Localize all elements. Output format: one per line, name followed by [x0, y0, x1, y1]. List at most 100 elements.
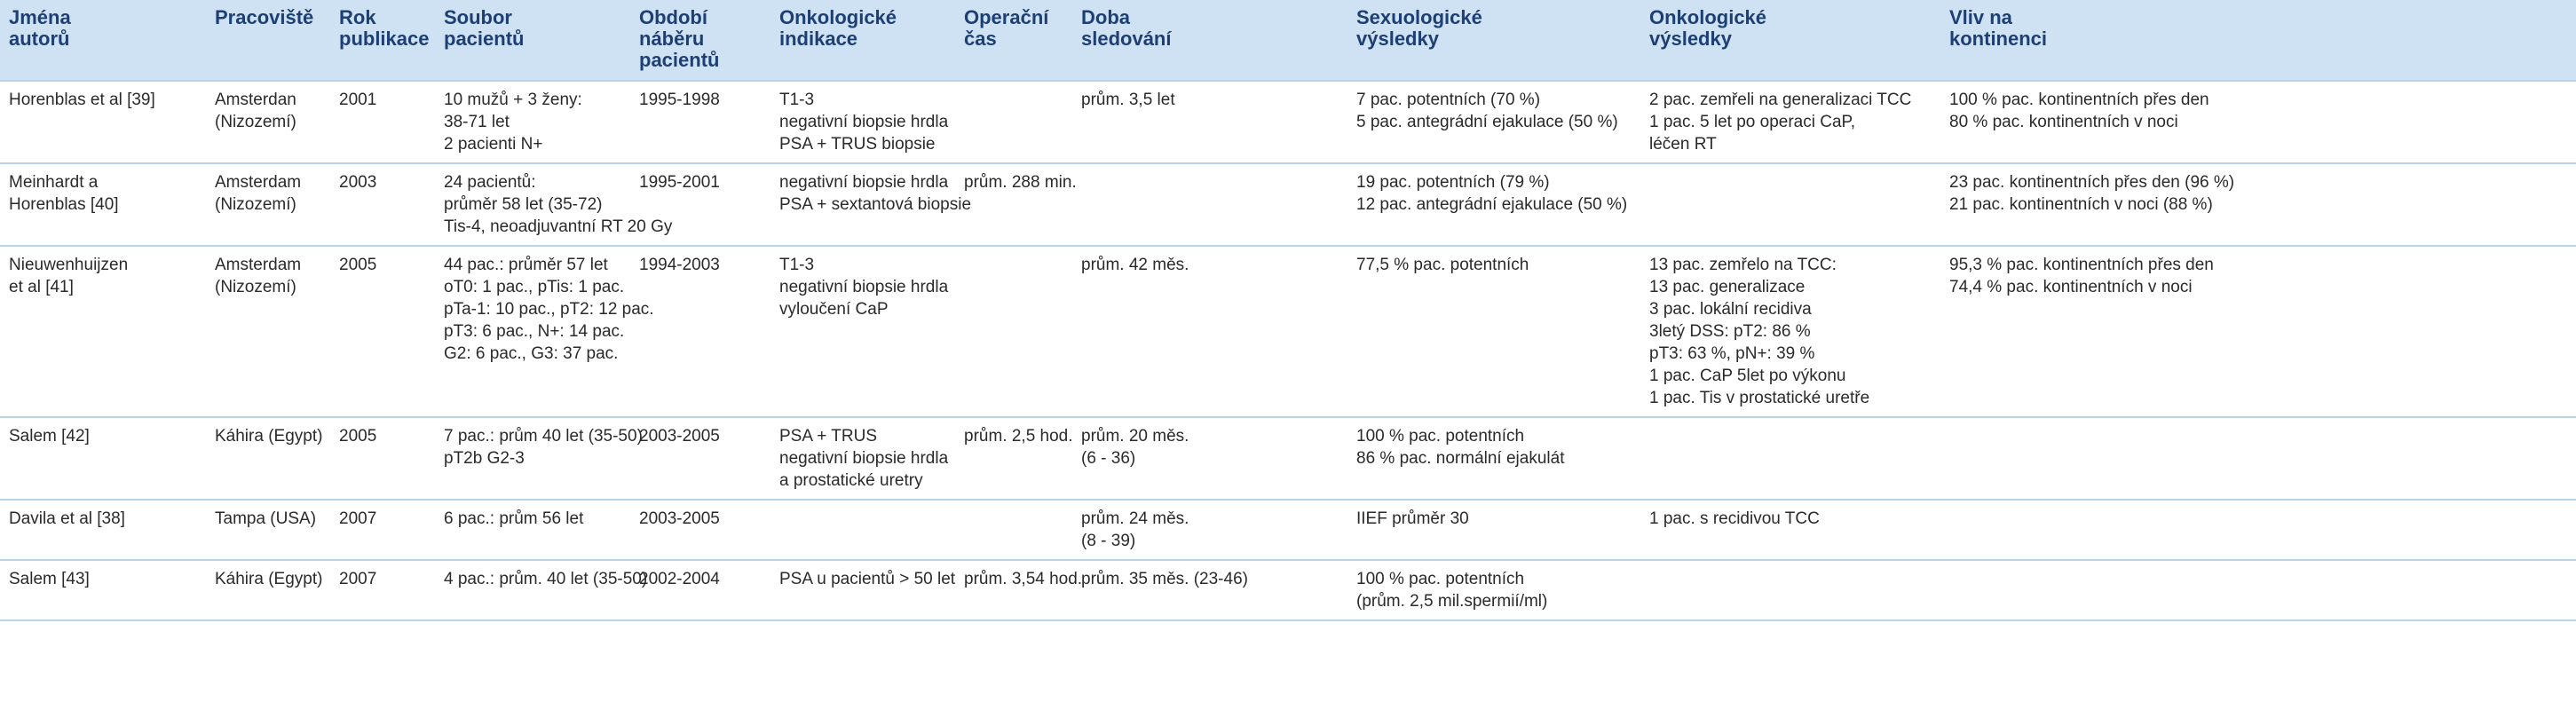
table-cell: 2007	[330, 559, 435, 621]
cell-line: PSA + TRUS	[779, 427, 878, 446]
table-cell: 77,5 % pac. potentních	[1347, 245, 1640, 417]
table-cell: 2 pac. zemřeli na generalizaci TCC 1 pac.…	[1640, 80, 1940, 163]
table-cell: 24 pacientů: průměr 58 let (35-72) Tis-4, …	[435, 162, 673, 246]
table-cell: Salem [42]	[0, 416, 206, 500]
table-cell	[955, 245, 1072, 417]
table-cell: 19 pac. potentních (79 %) 12 pac. antegrá…	[1347, 162, 1640, 246]
table-cell: 7 pac. potentních (70 %) 5 pac. antegrádn…	[1347, 80, 1640, 163]
table-cell: Amsterdam (Nizozemí)	[206, 162, 330, 246]
table-cell	[1940, 499, 2576, 560]
cell-line: prům. 24 měs.	[1081, 509, 1189, 528]
table-cell: 4 pac.: prům. 40 let (35-50)	[435, 559, 647, 621]
cell-line: Období	[639, 6, 707, 28]
table-cell: negativní biopsie hrdla PSA + sextantová …	[770, 162, 972, 246]
table-cell: prům. 3,5 let	[1072, 80, 1347, 163]
cell-line: Nieuwenhuijzen	[9, 256, 129, 274]
cell-line: Horenblas et al [39]	[9, 91, 155, 109]
cell-line: 100 % pac. potentních	[1356, 570, 1525, 588]
cell-line: Vliv na	[1949, 6, 2012, 28]
table-cell: prům. 24 měs. (8 - 39)	[1072, 499, 1347, 560]
cell-line: průměr 58 let (35-72)	[444, 195, 603, 214]
table-cell	[1640, 559, 1940, 621]
cell-line: negativní biopsie hrdla	[779, 173, 949, 192]
table-header: Jména autorů Pracoviště Rok publikace Soubor p…	[0, 0, 2576, 81]
header-cell: Pracoviště	[206, 0, 330, 81]
cell-line: prům. 35 měs. (23-46)	[1081, 570, 1248, 588]
cell-line: Jména	[9, 6, 71, 28]
cell-line: 6 pac.: prům 56 let	[444, 509, 584, 528]
cell-line: prům. 288 min.	[964, 173, 1077, 192]
cell-line: 2001	[339, 91, 377, 109]
table-cell: Davila et al [38]	[0, 499, 206, 560]
cell-line: Meinhardt a	[9, 173, 99, 192]
cell-line: autorů	[9, 28, 70, 50]
table-cell: prům. 3,54 hod.	[955, 559, 1083, 621]
cell-line: Operační	[964, 6, 1049, 28]
cell-line: (Nizozemí)	[215, 278, 296, 296]
table-cell: 2002-2004	[630, 559, 770, 621]
table-cell: PSA u pacientů > 50 let	[770, 559, 955, 621]
cell-line: čas	[964, 28, 997, 50]
cell-line: T1-3	[779, 256, 815, 274]
cell-line: Sexuologické	[1356, 6, 1482, 28]
table-cell: 100 % pac. potentních 86 % pac. normální …	[1347, 416, 1640, 500]
cell-line: 13 pac. generalizace	[1649, 278, 1806, 296]
table-cell	[955, 499, 1072, 560]
header-row: Jména autorů Pracoviště Rok publikace Soubor p…	[0, 0, 2576, 81]
cell-line: PSA + TRUS biopsie	[779, 135, 936, 154]
cell-line: 2003-2005	[639, 427, 720, 446]
table-cell: 2003	[330, 162, 435, 246]
cell-line: léčen RT	[1649, 135, 1717, 154]
cell-line: 12 pac. antegrádní ejakulace (50 %)	[1356, 195, 1628, 214]
table-cell: 2007	[330, 499, 435, 560]
cell-line: pT3: 63 %, pN+: 39 %	[1649, 344, 1815, 363]
cell-line: Tis-4, neoadjuvantní RT 20 Gy	[444, 217, 673, 236]
cell-line: IIEF průměr 30	[1356, 509, 1469, 528]
table-cell: PSA + TRUS negativní biopsie hrdla a prost…	[770, 416, 955, 500]
cell-line: Doba	[1081, 6, 1130, 28]
cell-line: 7 pac.: prům 40 let (35-50)	[444, 427, 643, 446]
cell-line: 74,4 % pac. kontinentních v noci	[1949, 278, 2193, 296]
cell-line: Káhira (Egypt)	[215, 570, 323, 588]
table-cell: Káhira (Egypt)	[206, 559, 330, 621]
header-cell: Doba sledování	[1072, 0, 1347, 81]
table-row: Horenblas et al [39] Amsterdan (Nizozemí) 2…	[0, 80, 2576, 163]
cell-line: 1995-1998	[639, 91, 720, 109]
cell-line: PSA + sextantová biopsie	[779, 195, 972, 214]
cell-line: 3 pac. lokální recidiva	[1649, 300, 1812, 319]
cell-line: (Nizozemí)	[215, 195, 296, 214]
table-cell	[1940, 416, 2576, 500]
table-body: Horenblas et al [39] Amsterdan (Nizozemí) 2…	[0, 80, 2576, 621]
table-cell: 95,3 % pac. kontinentních přes den 74,4 %…	[1940, 245, 2576, 417]
cell-line: 86 % pac. normální ejakulát	[1356, 449, 1565, 468]
table-cell: Meinhardt a Horenblas [40]	[0, 162, 206, 246]
cell-line: 2003-2005	[639, 509, 720, 528]
cell-line: T1-3	[779, 91, 815, 109]
cell-line: 3letý DSS: pT2: 86 %	[1649, 322, 1811, 341]
cell-line: Davila et al [38]	[9, 509, 125, 528]
cell-line: prům. 3,54 hod.	[964, 570, 1083, 588]
cell-line: oT0: 1 pac., pTis: 1 pac.	[444, 278, 625, 296]
cell-line: Tampa (USA)	[215, 509, 317, 528]
header-cell: Jména autorů	[0, 0, 206, 81]
cell-line: Pracoviště	[215, 6, 314, 28]
table-cell: Horenblas et al [39]	[0, 80, 206, 163]
table-cell	[955, 80, 1072, 163]
cell-line: 1 pac. CaP 5let po výkonu	[1649, 367, 1846, 385]
table-cell: 2001	[330, 80, 435, 163]
cell-line: Káhira (Egypt)	[215, 427, 323, 446]
cell-line: (8 - 39)	[1081, 532, 1136, 550]
table-cell: Tampa (USA)	[206, 499, 330, 560]
cell-line: 1995-2001	[639, 173, 720, 192]
cell-line: Amsterdam	[215, 256, 302, 274]
cell-line: vyloučení CaP	[779, 300, 889, 319]
table-cell: Nieuwenhuijzen et al [41]	[0, 245, 206, 417]
cell-line: prům. 3,5 let	[1081, 91, 1175, 109]
cell-line: Salem [42]	[9, 427, 90, 446]
cell-line: pTa-1: 10 pac., pT2: 12 pac.	[444, 300, 654, 319]
header-cell: Rok publikace	[330, 0, 435, 81]
cell-line: Amsterdan	[215, 91, 296, 109]
cell-line: Onkologické	[779, 6, 897, 28]
table-cell: prům. 35 měs. (23-46)	[1072, 559, 1347, 621]
